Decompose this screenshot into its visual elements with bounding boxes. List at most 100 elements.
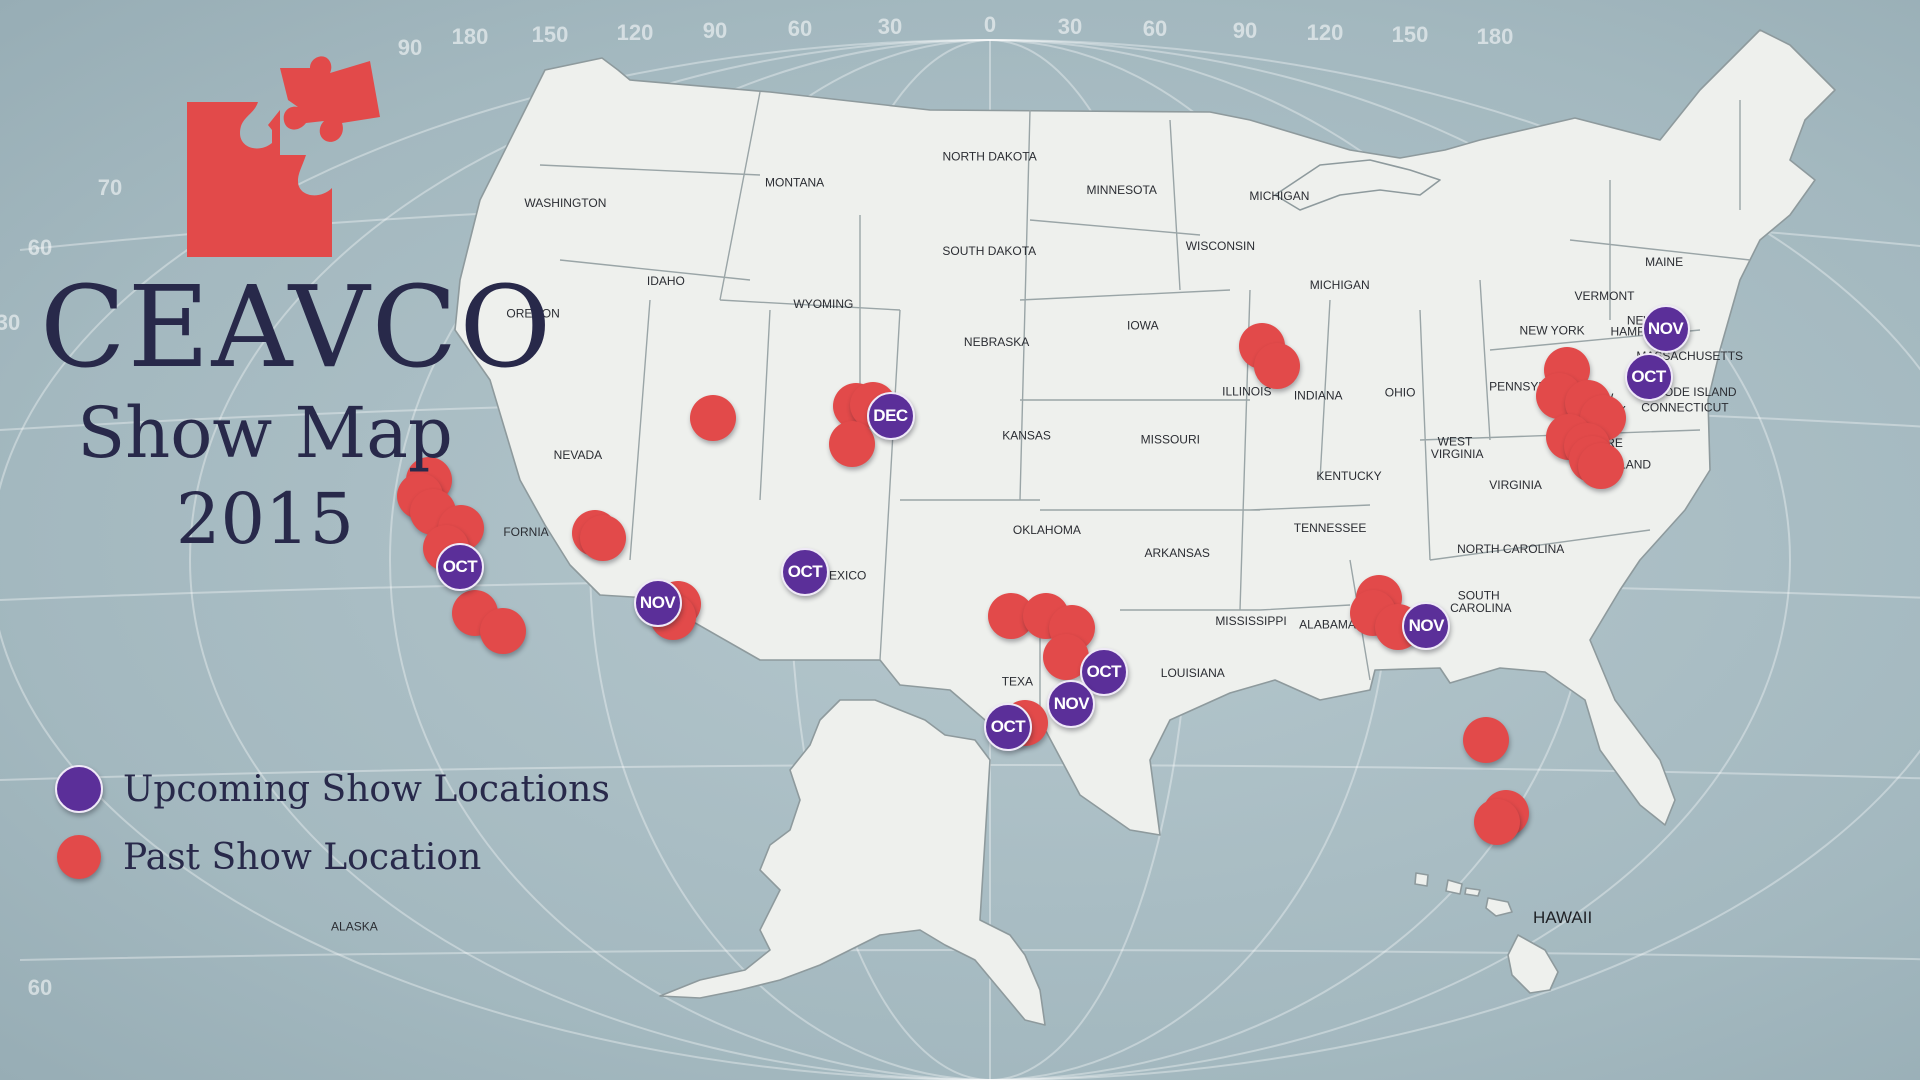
past-show-marker[interactable] [689, 394, 736, 441]
hawaii-big-island [1507, 934, 1559, 994]
upcoming-show-marker[interactable]: NOV [1641, 304, 1690, 353]
state-label: MONTANA [765, 175, 824, 189]
longitude-label: 150 [532, 22, 569, 47]
upcoming-show-month: OCT [990, 716, 1026, 736]
state-label: MISSISSIPPI [1215, 614, 1286, 628]
longitude-label: 30 [878, 14, 902, 39]
state-border [539, 91, 1751, 720]
state-label: VERMONT [1575, 289, 1636, 303]
past-show-marker[interactable] [1254, 342, 1301, 389]
alaska [659, 699, 1046, 1026]
upcoming-show-month: OCT [1631, 366, 1666, 386]
upcoming-show-marker[interactable]: DEC [866, 392, 915, 441]
state-label: MICHIGAN [1310, 278, 1370, 292]
state-label: WASHINGTON [524, 196, 606, 210]
legend-swatch-upcoming [55, 765, 103, 813]
latitude-label: 60 [28, 975, 52, 1000]
upcoming-show-month: NOV [1647, 318, 1684, 338]
longitude-label: 180 [452, 24, 489, 49]
state-label: WISCONSIN [1186, 239, 1255, 253]
state-label: WYOMING [793, 297, 853, 311]
hawaii-label: HAWAII [1533, 908, 1592, 927]
state-label: ARKANSAS [1145, 546, 1210, 560]
upper-peninsula [1274, 159, 1441, 211]
map-subtitle: Show Map [77, 392, 453, 474]
state-label: LOUISIANA [1161, 666, 1225, 680]
upcoming-show-marker[interactable]: NOV [1402, 602, 1451, 650]
state-label: NEW YORK [1520, 323, 1585, 337]
graticule-ring [189, 39, 1791, 1080]
state-label: NORTH DAKOTA [942, 150, 1036, 164]
upcoming-show-month: NOV [1053, 693, 1090, 713]
longitude-label: 90 [1233, 18, 1257, 43]
upcoming-show-marker[interactable]: OCT [1624, 352, 1673, 401]
state-label: NEBRASKA [964, 335, 1029, 349]
state-label: MINNESOTA [1086, 183, 1156, 197]
legend-item-upcoming: Upcoming Show Locations [55, 755, 610, 823]
brand-name: CEAVCO [40, 263, 554, 393]
hawaii-kauai [1414, 872, 1429, 887]
longitude-label: 90 [703, 18, 727, 43]
latitude-label: 30 [0, 310, 20, 335]
upcoming-show-marker[interactable]: NOV [633, 578, 682, 627]
state-label: CAROLINA [1450, 601, 1511, 615]
state-label: NORTH CAROLINA [1457, 542, 1564, 556]
puzzle-piece-icon [187, 56, 380, 257]
latitude-label: 60 [28, 235, 52, 260]
state-label: NEVADA [554, 448, 602, 462]
state-label: ALABAMA [1299, 618, 1356, 632]
longitude-label: 150 [1392, 22, 1429, 47]
graticule-labels: 180 150 120 90 60 30 0 30 60 90 120 150 180 90 70 60 30 6… [0, 12, 1513, 1000]
upcoming-show-month: NOV [639, 592, 676, 612]
state-label: OREGON [506, 307, 559, 321]
latitude-label: 90 [398, 35, 422, 60]
upcoming-show-month: OCT [442, 557, 478, 577]
state-label: SOUTH [1458, 589, 1500, 603]
past-show-marker[interactable] [1577, 443, 1624, 490]
longitude-label: 30 [1058, 14, 1082, 39]
latitude-label: 70 [98, 175, 122, 200]
hawaii-maui [1485, 897, 1513, 917]
state-label: ALASKA [331, 919, 378, 933]
state-label: INDIANA [1294, 389, 1343, 403]
state-label: CONNECTICUT [1641, 400, 1729, 414]
past-show-marker[interactable] [1463, 716, 1510, 763]
upcoming-show-marker[interactable]: NOV [1047, 679, 1096, 728]
past-show-marker[interactable] [580, 515, 627, 561]
state-label: VIRGINIA [1431, 447, 1484, 461]
past-show-marker[interactable] [828, 420, 875, 467]
state-label: MISSOURI [1141, 432, 1200, 446]
hawaii-oahu [1445, 879, 1463, 895]
upcoming-show-marker[interactable]: OCT [436, 543, 484, 592]
legend-swatch-past [57, 835, 101, 879]
state-label: MAINE [1645, 255, 1683, 269]
longitude-label: 120 [617, 20, 654, 45]
state-label: OHIO [1385, 386, 1416, 400]
past-show-marker[interactable] [1473, 798, 1520, 845]
state-label: MICHIGAN [1249, 189, 1309, 203]
state-label: KENTUCKY [1316, 469, 1381, 483]
legend-label-past: Past Show Location [123, 836, 482, 878]
past-show-marker[interactable] [479, 607, 526, 654]
state-label: IDAHO [647, 274, 685, 288]
state-label: VIRGINIA [1489, 478, 1542, 492]
longitude-label: 60 [1143, 16, 1167, 41]
legend-item-past: Past Show Location [55, 823, 610, 891]
upcoming-show-month: OCT [787, 561, 823, 581]
state-label: TEXA [1002, 675, 1033, 689]
state-label: OKLAHOMA [1013, 523, 1081, 537]
state-label: WEST [1438, 434, 1473, 448]
state-label: FORNIA [503, 525, 548, 539]
upcoming-show-marker[interactable]: OCT [781, 547, 829, 596]
state-label: SOUTH DAKOTA [942, 244, 1036, 258]
upcoming-show-month: OCT [1086, 662, 1122, 682]
state-label: IOWA [1127, 319, 1159, 333]
longitude-label: 60 [788, 16, 812, 41]
upcoming-show-marker[interactable]: OCT [984, 702, 1032, 751]
state-label: ILLINOIS [1222, 385, 1271, 399]
graticule-ring [0, 39, 1920, 1080]
legend: Upcoming Show Locations Past Show Locati… [55, 755, 610, 891]
state-label: KANSAS [1002, 429, 1051, 443]
